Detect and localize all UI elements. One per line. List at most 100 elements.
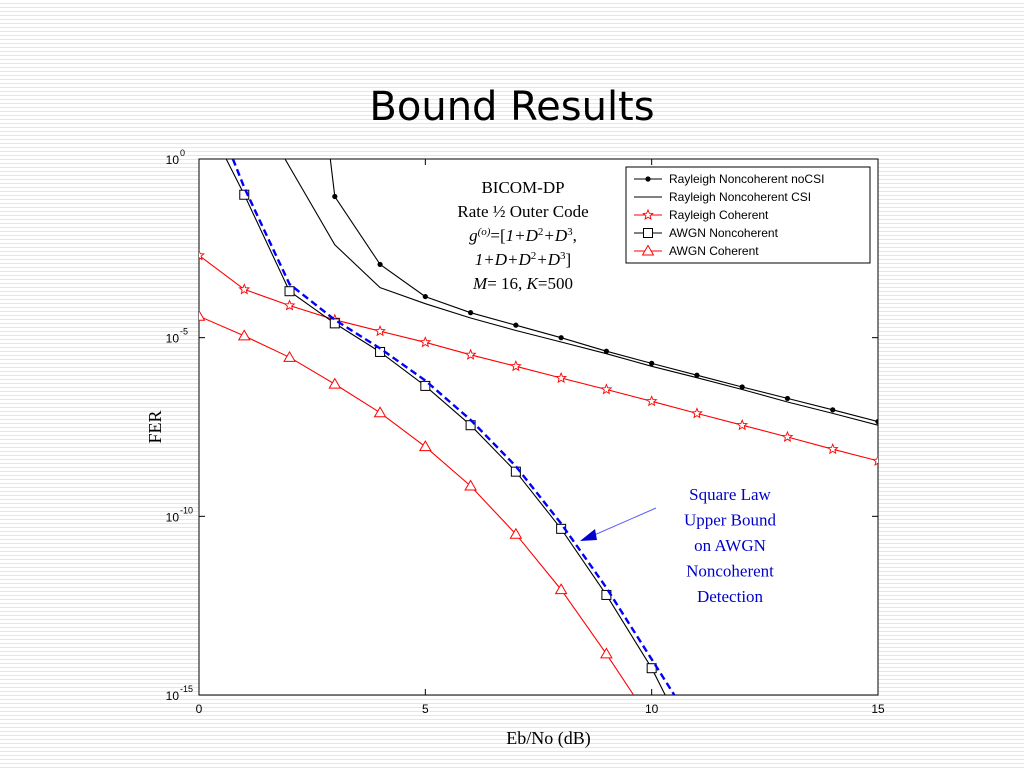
y-tick-exponent: -15	[180, 684, 193, 694]
series-line	[231, 159, 676, 695]
y-tick-exponent: -5	[180, 327, 188, 337]
annotation-part: M	[472, 274, 488, 293]
annotation-part: 2	[531, 250, 537, 262]
data-point	[328, 377, 342, 389]
y-axis-label: FER	[145, 410, 165, 443]
annotation-part: +D	[543, 226, 567, 245]
x-tick-label: 15	[871, 702, 885, 716]
square-law-annotation: Square Law Upper Bound on AWGN Noncoherent D…	[580, 485, 777, 606]
annotation-part: =500	[538, 274, 573, 293]
slide-title: Bound Results	[369, 84, 655, 130]
legend-item: Rayleigh Coherent	[634, 208, 769, 222]
annotation-line: BICOM-DP	[481, 178, 564, 197]
legend-item: AWGN Noncoherent	[634, 226, 779, 240]
series-square-law-bound	[231, 159, 676, 695]
annotation-part: BICOM-DP	[481, 178, 564, 197]
square-law-text: Noncoherent	[686, 562, 774, 581]
series-rayleigh-noncoherent-nocsi	[329, 159, 878, 425]
series-awgn-noncoherent	[225, 159, 666, 695]
y-tick-label: 10	[166, 332, 180, 346]
data-point	[872, 454, 878, 466]
data-point	[374, 325, 386, 337]
data-point	[509, 527, 523, 539]
data-point	[781, 430, 794, 443]
series-awgn-coherent	[199, 309, 635, 695]
series-line	[329, 159, 878, 423]
data-point	[645, 176, 651, 182]
data-point	[642, 208, 654, 221]
series-line	[225, 159, 666, 695]
data-point	[875, 419, 878, 425]
x-tick-label: 10	[645, 702, 659, 716]
legend-box	[625, 166, 871, 264]
annotation-part: ]	[566, 250, 572, 269]
series-rayleigh-noncoherent-csi	[284, 159, 878, 426]
data-point	[329, 318, 340, 329]
data-point	[422, 293, 428, 300]
data-point	[830, 407, 836, 413]
data-point	[377, 261, 383, 268]
data-point	[373, 406, 387, 418]
data-point	[554, 583, 568, 595]
data-point	[420, 380, 431, 391]
data-point	[513, 322, 519, 328]
y-tick-label: 10	[166, 689, 180, 703]
annotation-part: 2	[538, 226, 544, 238]
y-tick-label: 10	[166, 510, 180, 524]
legend-label: Rayleigh Coherent	[669, 208, 769, 222]
data-point	[603, 348, 610, 354]
data-point	[419, 336, 432, 348]
data-point	[284, 286, 295, 297]
y-tick-exponent: -10	[180, 505, 193, 515]
data-point	[600, 647, 613, 659]
data-point	[641, 244, 655, 256]
annotation-part: g	[469, 226, 478, 245]
data-point	[237, 329, 251, 341]
legend-label: Rayleigh Noncoherent CSI	[669, 190, 811, 204]
data-point	[509, 360, 522, 372]
annotation-part: =[	[490, 226, 506, 245]
data-point	[283, 299, 296, 311]
legend: Rayleigh Noncoherent noCSI Rayleigh Nonco…	[625, 166, 871, 264]
annotation-part: 3	[560, 250, 566, 262]
data-point	[558, 335, 564, 341]
annotation-part: 1+D+D	[475, 250, 532, 269]
data-point	[600, 383, 613, 395]
data-point	[784, 395, 791, 402]
annotation-part: 3	[567, 226, 573, 238]
square-law-text: Upper Bound	[684, 511, 777, 530]
data-point	[643, 228, 653, 238]
data-point	[199, 249, 205, 261]
data-point	[645, 395, 658, 407]
annotation-line: 1+D+D2+D3]	[475, 250, 571, 269]
x-tick-label: 5	[422, 702, 429, 716]
legend-label: Rayleigh Noncoherent noCSI	[669, 172, 824, 186]
data-point	[739, 384, 745, 390]
data-point	[418, 440, 432, 452]
legend-item: Rayleigh Noncoherent CSI	[634, 190, 811, 204]
series-line	[199, 255, 878, 462]
data-point	[468, 310, 474, 316]
series-rayleigh-coherent	[199, 249, 878, 466]
annotation-line: g(o)=[1+D2+D3,	[469, 226, 577, 245]
annotation-part: 1+D	[506, 226, 539, 245]
annotation-line: Rate ½ Outer Code	[457, 202, 588, 221]
annotation-part: = 16,	[487, 274, 526, 293]
x-tick-label: 0	[196, 702, 203, 716]
data-point	[238, 283, 251, 295]
legend-item: AWGN Coherent	[634, 244, 759, 258]
legend-item: Rayleigh Noncoherent noCSI	[634, 172, 824, 186]
annotation-line: M= 16, K=500	[472, 274, 573, 293]
x-axis-label: Eb/No (dB)	[506, 728, 591, 749]
data-point	[464, 348, 477, 360]
data-point	[332, 193, 338, 200]
y-tick-label: 10	[166, 153, 180, 167]
data-point	[649, 360, 655, 366]
annotation-part: Rate ½ Outer Code	[457, 202, 588, 221]
data-point	[555, 371, 568, 384]
data-point	[199, 309, 206, 321]
data-point	[826, 442, 839, 455]
annotation-part: (o)	[478, 226, 491, 238]
